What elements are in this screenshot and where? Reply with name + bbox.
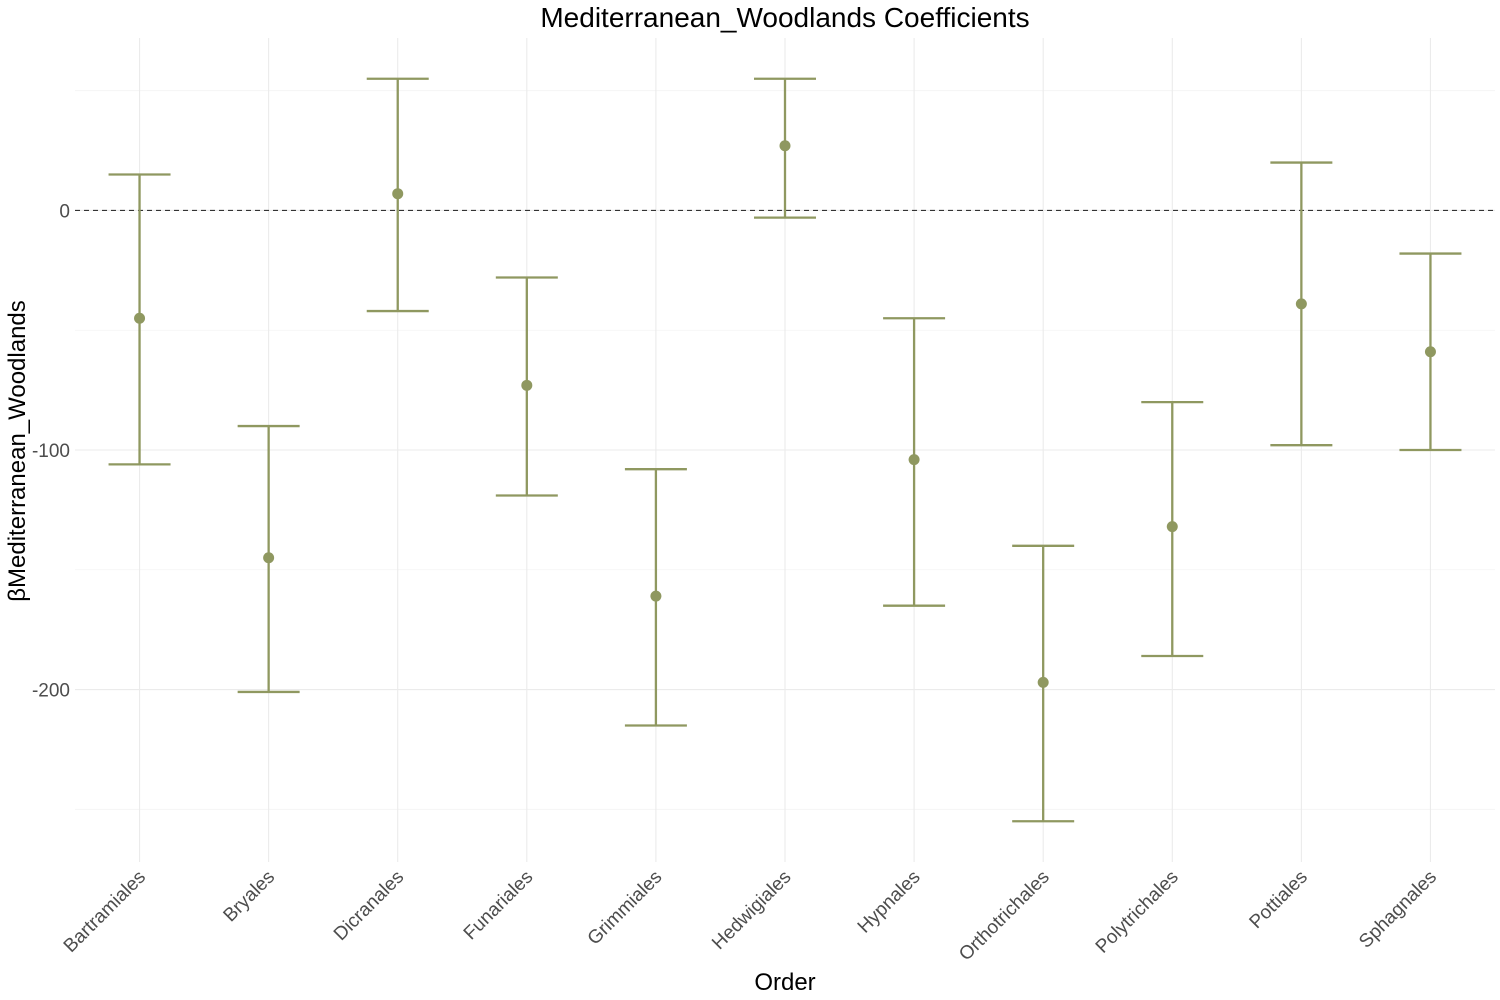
errorbar-dicranales bbox=[366, 77, 429, 313]
estimate-point bbox=[650, 590, 662, 602]
estimate-point bbox=[1037, 676, 1049, 688]
x-tick-label: Dicranales bbox=[330, 867, 408, 945]
y-tick-label: 0 bbox=[59, 201, 70, 222]
estimate-point bbox=[521, 379, 533, 391]
coefficient-series bbox=[108, 77, 1462, 823]
chart-title: Mediterranean_Woodlands Coefficients bbox=[540, 2, 1029, 33]
x-tick-labels: Bartramiales Bryales Dicranales Funariales G… bbox=[60, 867, 1441, 965]
estimate-point bbox=[908, 454, 920, 466]
estimate-point bbox=[1166, 521, 1178, 533]
estimate-point bbox=[134, 312, 146, 324]
x-tick-label: Bryales bbox=[220, 867, 280, 927]
estimate-point bbox=[1295, 298, 1307, 310]
x-tick-label: Sphagnales bbox=[1355, 867, 1441, 953]
x-tick-label: Orthotrichales bbox=[955, 867, 1053, 965]
x-tick-label: Hypnales bbox=[854, 867, 925, 938]
x-tick-label: Polytrichales bbox=[1092, 867, 1183, 958]
errorbar-pottiales bbox=[1270, 161, 1333, 447]
errorbar-funariales bbox=[495, 276, 558, 497]
errorbar-hypnales bbox=[883, 317, 946, 607]
x-axis-title: Order bbox=[754, 969, 815, 996]
errorbar-bryales bbox=[237, 424, 300, 694]
errorbar-hedwigiales bbox=[754, 77, 816, 219]
y-tick-label: -200 bbox=[32, 681, 70, 702]
y-axis-title: βMediterranean_Woodlands bbox=[4, 300, 31, 602]
x-tick-label: Hedwigiales bbox=[708, 867, 795, 954]
x-tick-label: Funariales bbox=[460, 867, 538, 945]
errorbar-sphagnales bbox=[1399, 252, 1462, 452]
estimate-point bbox=[263, 552, 275, 564]
errorbar-grimmiales bbox=[624, 468, 687, 727]
estimate-point bbox=[779, 140, 791, 152]
estimate-point bbox=[392, 188, 404, 200]
y-tick-label: -100 bbox=[32, 441, 70, 462]
errorbar-bartramiales bbox=[108, 173, 171, 466]
x-tick-label: Grimmiales bbox=[584, 867, 667, 950]
errorbar-polytrichales bbox=[1141, 400, 1204, 658]
estimate-point bbox=[1424, 346, 1436, 358]
x-tick-label: Pottiales bbox=[1246, 867, 1312, 933]
errorbar-orthotrichales bbox=[1012, 544, 1075, 823]
y-tick-labels: 0 -100 -200 bbox=[32, 201, 70, 701]
x-tick-label: Bartramiales bbox=[60, 867, 150, 957]
